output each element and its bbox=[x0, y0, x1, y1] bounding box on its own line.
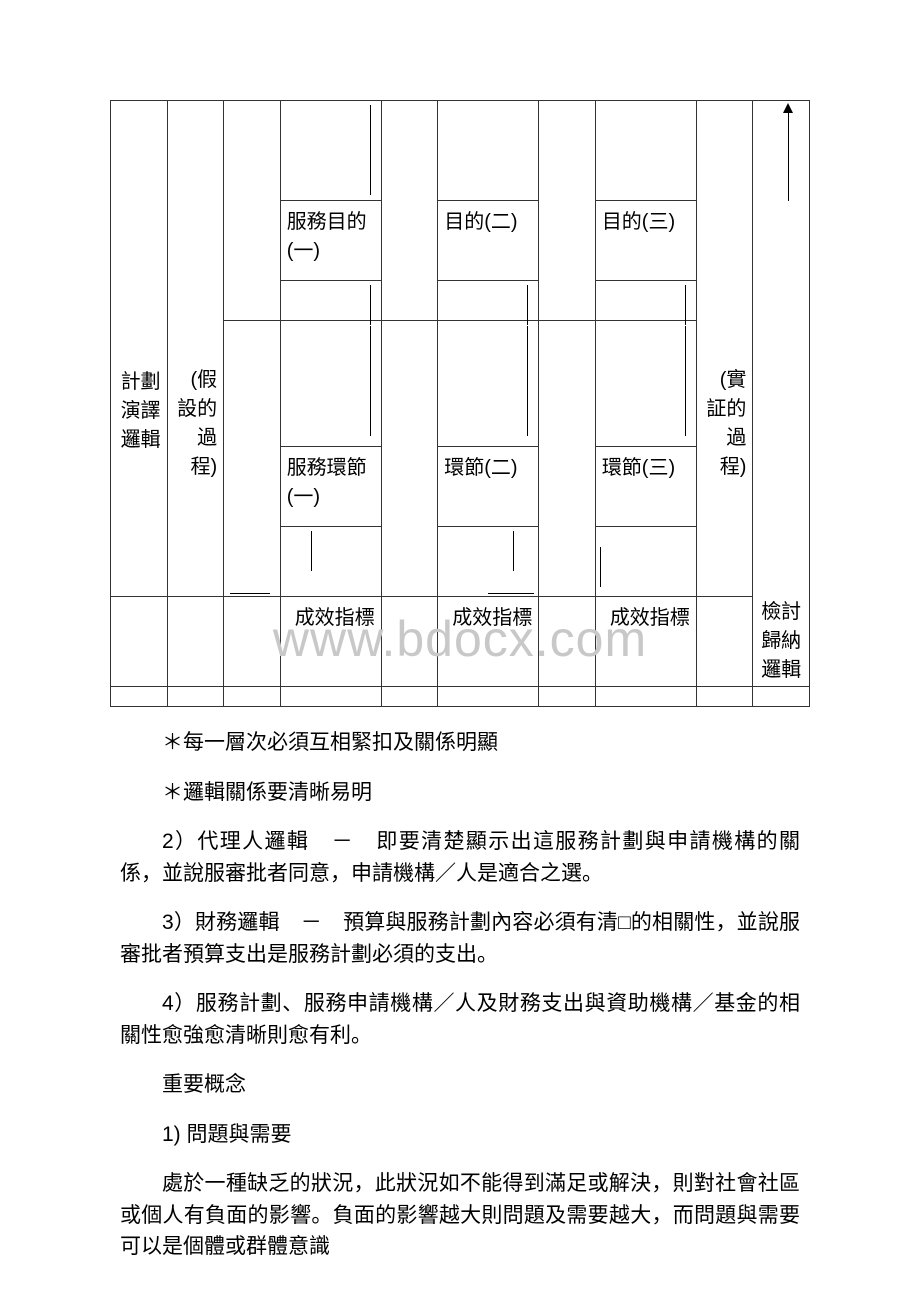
segment-3: 環節(三) bbox=[595, 447, 696, 527]
note-2: ＊邏輯關係要清晰易明 bbox=[120, 777, 800, 809]
segment-1: 服務環節(一) bbox=[280, 447, 381, 527]
right-label: 檢討歸納邏輯 bbox=[761, 601, 801, 681]
note-1: ＊每一層次必須互相緊扣及關係明顯 bbox=[120, 727, 800, 759]
indicator-1: 成效指標 bbox=[280, 597, 381, 687]
body-content: ＊每一層次必須互相緊扣及關係明顯 ＊邏輯關係要清晰易明 2）代理人邏輯 － 即要… bbox=[120, 727, 800, 1263]
left-sub: (假設的過程) bbox=[167, 101, 224, 597]
para-5: 處於一種缺乏的狀況，此狀況如不能得到滿足或解決，則對社會社區或個人有負面的影響。… bbox=[120, 1168, 800, 1263]
segment-2: 環節(二) bbox=[438, 447, 539, 527]
para-3: 3）財務邏輯 － 預算與服務計劃內容必須有清□的相關性，並說服審批者預算支出是服… bbox=[120, 907, 800, 970]
left-header: 計劃演譯邏輯 bbox=[111, 101, 168, 597]
indicator-3: 成效指標 bbox=[595, 597, 696, 687]
right-label-cell: 檢討歸納邏輯 bbox=[753, 101, 810, 687]
purpose-1: 服務目的(一) bbox=[280, 201, 381, 281]
indicator-2: 成效指標 bbox=[438, 597, 539, 687]
para-2: 2）代理人邏輯 － 即要清楚顯示出這服務計劃與申請機構的關係，並說服審批者同意，… bbox=[120, 826, 800, 889]
purpose-2: 目的(二) bbox=[438, 201, 539, 281]
para-4: 4）服務計劃、服務申請機構／人及財務支出與資助機構／基金的相關性愈強愈清晰則愈有… bbox=[120, 988, 800, 1051]
heading-2: 1) 問題與需要 bbox=[120, 1119, 800, 1151]
purpose-3: 目的(三) bbox=[595, 201, 696, 281]
right-sub: (實証的過程) bbox=[696, 101, 753, 597]
arrow-up-icon bbox=[788, 111, 789, 201]
logic-table: 計劃演譯邏輯 (假設的過程) (實証的過程) 檢討歸納邏輯 bbox=[110, 100, 810, 707]
heading-1: 重要概念 bbox=[120, 1069, 800, 1101]
